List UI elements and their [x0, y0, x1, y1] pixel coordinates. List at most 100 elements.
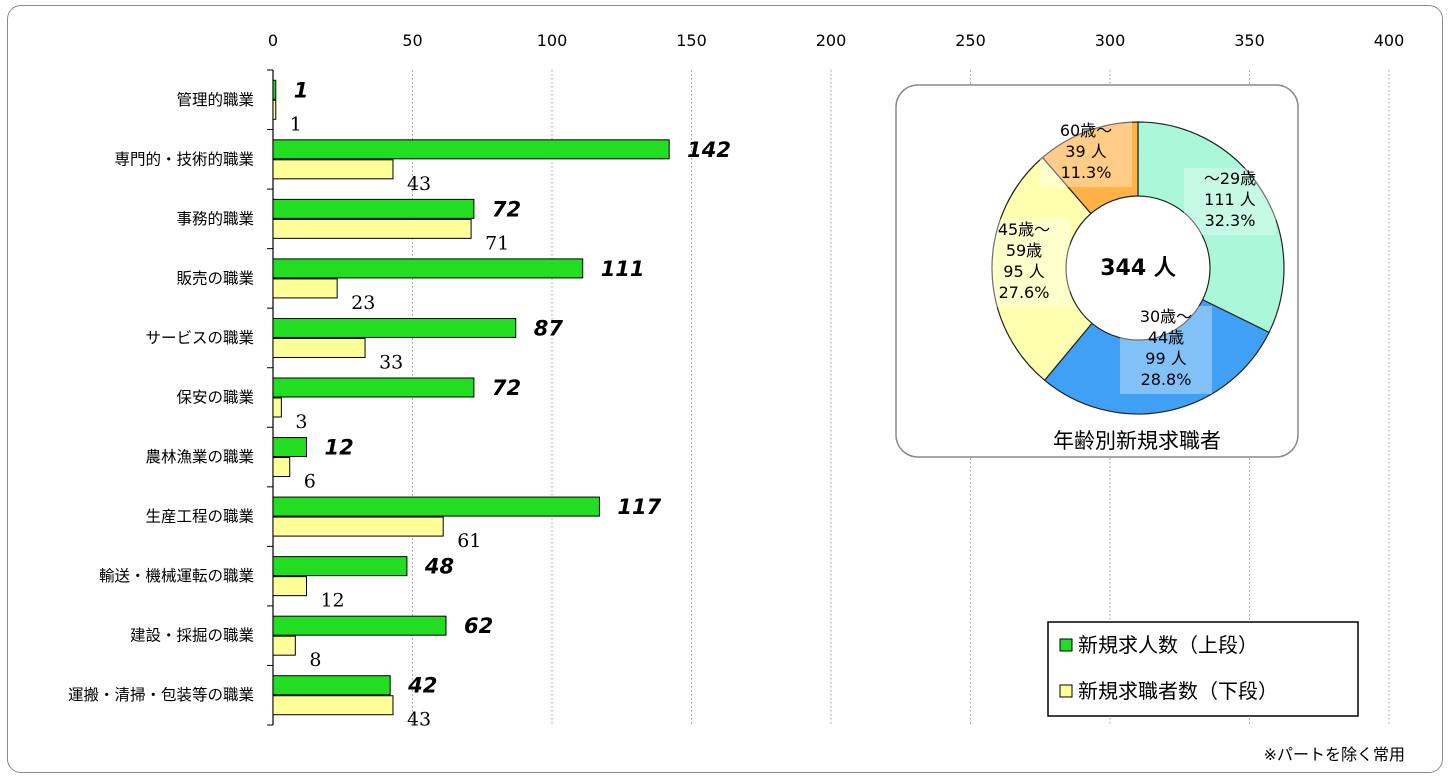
category-label: 事務的職業 — [176, 210, 254, 228]
category-labels: 管理的職業専門的・技術的職業事務的職業販売の職業サービスの職業保安の職業農林漁業… — [68, 69, 273, 726]
x-axis-ticks: 0 50 100 150 200 250 300 350 400 — [268, 31, 1404, 50]
bar-new-openings — [272, 556, 408, 577]
donut-slice-label: 30歳～ — [1140, 307, 1192, 326]
donut-slice-label: 99 人 — [1145, 349, 1186, 368]
donut-slice-label: 60歳～ — [1060, 121, 1112, 140]
donut-slice-label: 95 人 — [1003, 262, 1044, 281]
category-label: 専門的・技術的職業 — [114, 150, 254, 168]
legend-swatch-new-openings — [1059, 638, 1073, 652]
data-label-new-openings: 72 — [492, 197, 521, 221]
donut-label-bg — [1040, 120, 1132, 187]
data-label-new-openings: 1 — [294, 78, 309, 102]
age-donut-panel: 344 人 ～29歳 111 人 32.3% 30歳～ 44歳 99 人 28.8% 45歳～… — [895, 84, 1299, 458]
category-label: 農林漁業の職業 — [145, 448, 254, 466]
bar-new-seekers — [272, 397, 282, 418]
data-label-new-seekers: 71 — [485, 232, 509, 254]
bar-new-openings — [272, 675, 391, 696]
legend-label-new-openings: 新規求人数（上段） — [1078, 633, 1258, 657]
x-tick-label: 400 — [1374, 31, 1405, 50]
donut-slice-label: 59歳 — [1006, 241, 1042, 260]
bar-new-openings — [272, 377, 475, 398]
bar-new-seekers — [272, 635, 296, 656]
bar-new-seekers — [272, 99, 277, 120]
donut-slice — [1137, 121, 1285, 334]
x-tick-label: 300 — [1095, 31, 1126, 50]
bar-new-seekers — [272, 516, 444, 537]
x-tick-label: 100 — [537, 31, 568, 50]
category-label: 建設・採掘の職業 — [130, 627, 254, 645]
donut-label-bg — [1184, 168, 1276, 235]
bar-new-seekers — [272, 278, 338, 299]
legend-label-new-seekers: 新規求職者数（下段） — [1078, 679, 1278, 703]
donut-labels: ～29歳 111 人 32.3% 30歳～ 44歳 99 人 28.8% 45歳～ 59歳 95 … — [978, 120, 1276, 394]
donut-slices — [991, 121, 1285, 415]
bar-new-openings — [272, 139, 670, 160]
bar-new-seekers — [272, 695, 394, 716]
donut-slice-label: 44歳 — [1148, 328, 1184, 347]
bar-new-openings — [272, 496, 600, 517]
data-label-new-seekers: 33 — [379, 351, 403, 373]
data-label-new-openings: 111 — [601, 257, 645, 281]
data-label-new-openings: 72 — [492, 376, 521, 400]
bar-new-openings — [272, 317, 517, 338]
data-label-new-seekers: 43 — [407, 709, 431, 731]
category-label: サービスの職業 — [145, 329, 254, 347]
data-label-new-openings: 62 — [464, 614, 493, 638]
donut-slice — [1043, 298, 1270, 415]
data-label-new-seekers: 12 — [320, 590, 344, 612]
bar-new-seekers — [272, 159, 394, 180]
data-label-new-seekers: 23 — [351, 292, 375, 314]
donut-slice — [1041, 121, 1139, 215]
data-label-new-openings: 48 — [424, 555, 454, 579]
legend-swatch-new-seekers — [1059, 684, 1073, 698]
category-label: 運搬・清掃・包装等の職業 — [68, 686, 254, 704]
bar-new-seekers — [272, 576, 307, 597]
data-label-new-seekers: 8 — [309, 649, 321, 671]
donut-slice-label: 45歳～ — [998, 220, 1050, 239]
data-label-new-openings: 87 — [534, 316, 564, 340]
x-tick-label: 350 — [1234, 31, 1265, 50]
donut-slice-label: 111 人 — [1204, 190, 1256, 209]
donut-slice-label: ～29歳 — [1204, 169, 1256, 188]
footnote: ※パートを除く常用 — [1264, 745, 1405, 764]
category-label: 生産工程の職業 — [145, 508, 254, 526]
donut-slice-label: 11.3% — [1061, 163, 1112, 182]
data-label-new-seekers: 6 — [304, 471, 316, 493]
x-tick-label: 0 — [268, 31, 278, 50]
donut-label-bg — [1120, 306, 1212, 394]
bar-new-seekers — [272, 218, 472, 239]
category-label: 販売の職業 — [176, 269, 254, 287]
bar-new-openings — [272, 198, 475, 219]
data-label-new-seekers: 3 — [295, 411, 307, 433]
donut-title: 年齢別新規求職者 — [1053, 429, 1221, 453]
bar-new-seekers — [272, 337, 366, 358]
category-label: 輸送・機械運転の職業 — [99, 567, 254, 585]
data-label-new-seekers: 61 — [457, 530, 481, 552]
donut-slice-label: 27.6% — [999, 283, 1050, 302]
legend-box — [1047, 621, 1359, 717]
donut-slice-label: 28.8% — [1141, 370, 1192, 389]
bar-new-openings — [272, 258, 584, 279]
legend: 新規求人数（上段） 新規求職者数（下段） — [1047, 621, 1359, 717]
data-label-new-openings: 42 — [407, 674, 437, 698]
x-tick-label: 50 — [402, 31, 422, 50]
data-label-new-openings: 12 — [324, 436, 353, 460]
donut-center-total: 344 人 — [1100, 256, 1176, 281]
donut-slice-label: 39 人 — [1065, 142, 1106, 161]
data-label-new-openings: 142 — [687, 138, 731, 162]
donut-label-bg — [978, 219, 1070, 307]
x-tick-label: 200 — [816, 31, 847, 50]
bar-new-openings — [272, 437, 307, 458]
data-label-new-openings: 117 — [617, 495, 661, 519]
x-tick-label: 250 — [955, 31, 986, 50]
x-tick-label: 150 — [676, 31, 707, 50]
category-label: 保安の職業 — [176, 389, 254, 407]
bar-new-seekers — [272, 457, 291, 478]
donut-slice-label: 32.3% — [1205, 211, 1256, 230]
bar-new-openings — [272, 615, 447, 636]
data-label-new-seekers: 1 — [290, 113, 302, 135]
category-label: 管理的職業 — [176, 91, 254, 109]
donut-slice — [991, 156, 1093, 382]
